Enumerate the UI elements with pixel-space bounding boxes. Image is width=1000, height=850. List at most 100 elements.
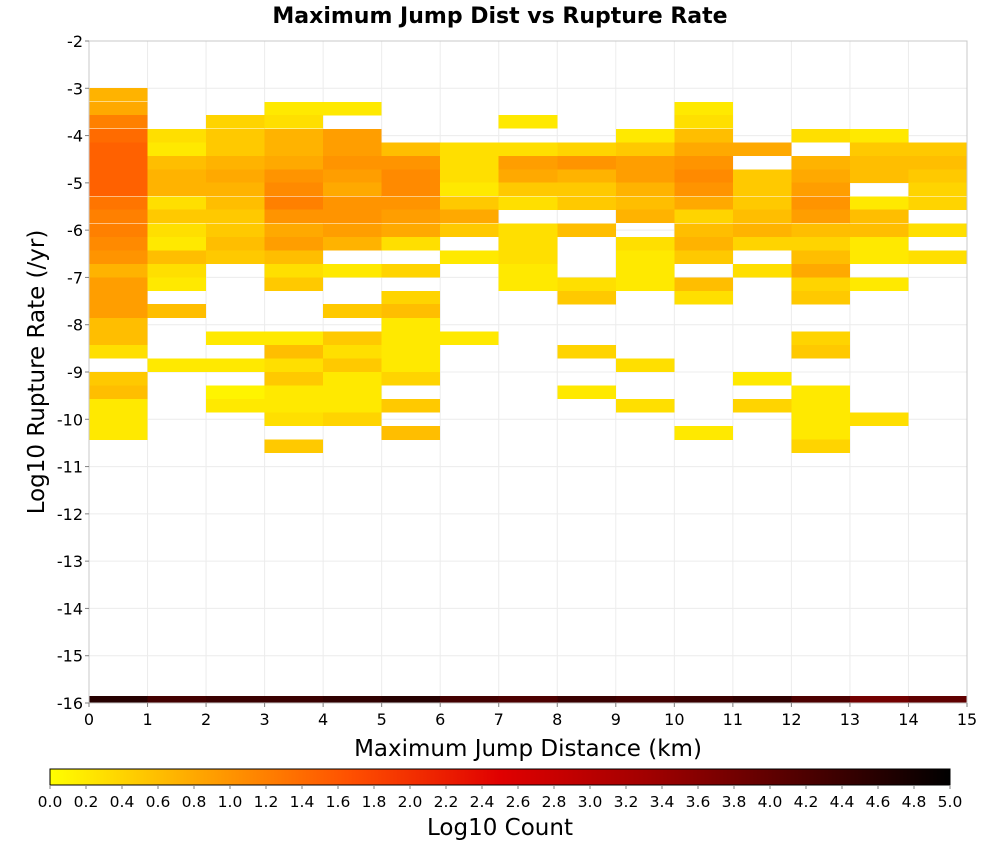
heatmap-cell <box>908 142 967 157</box>
colorbar-tick-label: 0.8 <box>182 793 207 811</box>
heatmap-cell <box>557 291 616 305</box>
heatmap-cell <box>89 101 148 116</box>
colorbar-tick-label: 0.2 <box>74 793 99 811</box>
heatmap-cell <box>147 128 207 143</box>
heatmap-cell <box>674 115 733 129</box>
heatmap-cell <box>89 398 148 413</box>
heatmap-cell <box>381 371 441 386</box>
heatmap-cell <box>791 426 850 440</box>
heatmap-cell <box>849 277 909 291</box>
heatmap-cell <box>791 331 850 346</box>
heatmap-cell <box>791 155 850 170</box>
x-axis-ticks: 0 1 2 3 4 5 6 7 8 9 10 11 12 13 14 15 <box>84 703 977 729</box>
heatmap-cell <box>89 371 148 386</box>
heatmap-cell <box>323 182 382 197</box>
heatmap-cell <box>206 223 265 237</box>
heatmap-cell <box>498 155 558 170</box>
heatmap-cell <box>440 696 499 703</box>
y-tick-label: -6 <box>67 221 83 240</box>
heatmap-cell <box>381 344 441 359</box>
colorbar-tick-label: 0.6 <box>146 793 171 811</box>
heatmap-cell <box>674 426 733 440</box>
colorbar-tick-label: 4.8 <box>902 793 927 811</box>
heatmap-cell <box>323 371 382 386</box>
heatmap-cell <box>440 142 499 157</box>
heatmap-cell <box>498 237 558 251</box>
heatmap-cell <box>498 142 558 157</box>
heatmap-cell <box>264 344 324 359</box>
y-tick-label: -10 <box>57 410 83 429</box>
heatmap-cell <box>147 277 207 291</box>
heatmap-cell <box>732 237 792 251</box>
heatmap-cell <box>264 358 324 373</box>
heatmap-cell <box>89 128 148 143</box>
heatmap-cell <box>89 155 148 170</box>
heatmap-cell <box>381 398 441 413</box>
heatmap-cell <box>264 101 324 116</box>
x-tick-label: 4 <box>318 710 328 729</box>
heatmap-cell <box>615 209 675 224</box>
heatmap-cell <box>264 182 324 197</box>
heatmap-cell <box>791 264 850 278</box>
heatmap-cell <box>908 696 967 703</box>
heatmap-cell <box>849 128 909 143</box>
heatmap-cell <box>674 196 733 210</box>
heatmap-cell <box>323 196 382 210</box>
heatmap-cell <box>264 155 324 170</box>
heatmap-cell <box>674 142 733 157</box>
heatmap-cell <box>674 291 733 305</box>
x-tick-label: 15 <box>957 710 977 729</box>
heatmap-cell <box>147 196 207 210</box>
heatmap-cell <box>849 155 909 170</box>
heatmap-cell <box>89 277 148 291</box>
heatmap-cell <box>323 101 382 116</box>
heatmap-cell <box>206 250 265 264</box>
heatmap-cell <box>849 169 909 183</box>
heatmap-cell <box>264 209 324 224</box>
heatmap-cell <box>323 155 382 170</box>
colorbar-tick-label: 1.6 <box>326 793 351 811</box>
heatmap-cell <box>557 277 616 291</box>
heatmap-cell <box>323 385 382 400</box>
heatmap-cell <box>498 696 558 703</box>
x-tick-label: 9 <box>611 710 621 729</box>
x-tick-label: 1 <box>142 710 152 729</box>
heatmap-cell <box>791 250 850 264</box>
heatmap-cell <box>674 277 733 291</box>
heatmap-cell <box>323 696 382 703</box>
y-tick-label: -15 <box>57 647 83 666</box>
y-tick-label: -8 <box>67 316 83 335</box>
colorbar-tick-label: 5.0 <box>938 793 963 811</box>
heatmap-cell <box>147 182 207 197</box>
heatmap-cell <box>791 223 850 237</box>
heatmap-cell <box>206 169 265 183</box>
y-tick-label: -7 <box>67 268 83 287</box>
colorbar-tick-label: 0.0 <box>38 793 63 811</box>
heatmap-cell <box>615 182 675 197</box>
heatmap-cell <box>206 398 265 413</box>
heatmap-cell <box>498 182 558 197</box>
heatmap-cell <box>381 264 441 278</box>
heatmap-cell <box>908 155 967 170</box>
heatmap-cell <box>674 209 733 224</box>
heatmap-cell <box>791 182 850 197</box>
heatmap-cell <box>89 88 148 102</box>
heatmap-cell <box>206 696 265 703</box>
heatmap-cell <box>89 426 148 440</box>
heatmap-cell <box>89 250 148 264</box>
heatmap-cell <box>498 264 558 278</box>
heatmap-cell <box>791 412 850 427</box>
heatmap-cell <box>89 344 148 359</box>
heatmap-cell <box>89 115 148 129</box>
heatmap-cell <box>440 223 499 237</box>
colorbar-tick-label: 2.8 <box>542 793 567 811</box>
x-tick-label: 2 <box>201 710 211 729</box>
heatmap-cell <box>89 385 148 400</box>
heatmap-cell <box>381 142 441 157</box>
heatmap-cell <box>615 264 675 278</box>
y-tick-label: -13 <box>57 552 83 571</box>
heatmap-cell <box>264 142 324 157</box>
heatmap-cell <box>147 142 207 157</box>
heatmap-cell <box>206 237 265 251</box>
heatmap-cell <box>264 250 324 264</box>
